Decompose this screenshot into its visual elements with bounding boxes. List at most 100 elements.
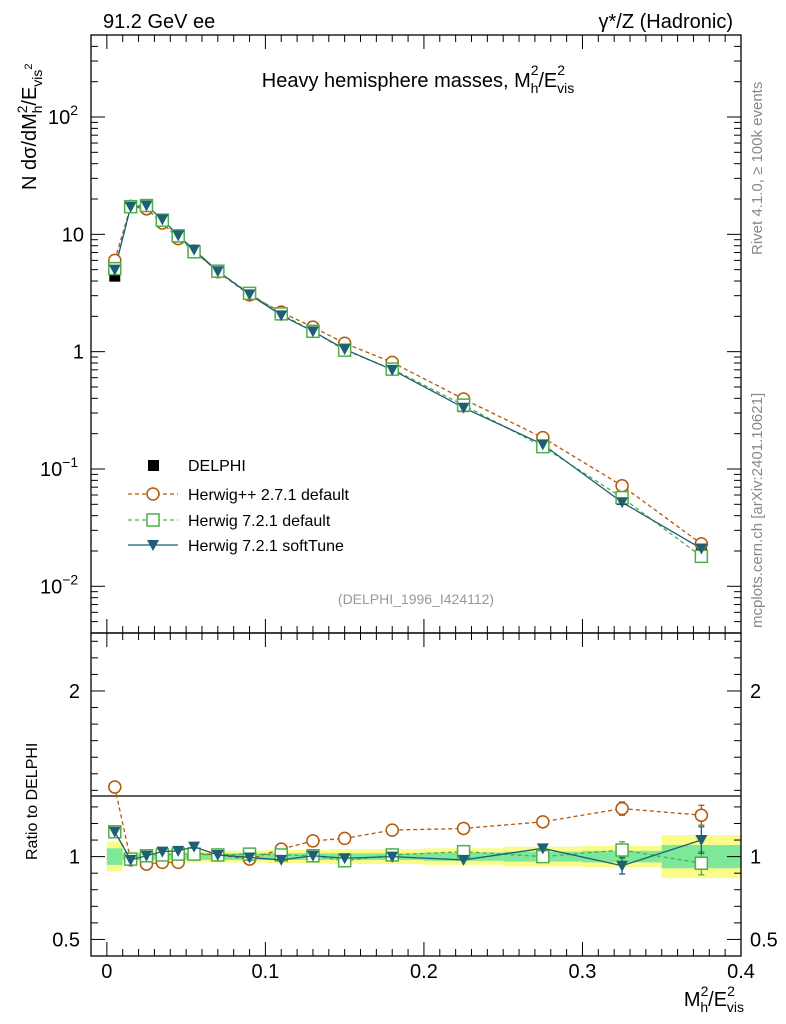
ratio-y-tick-label-right: 2: [750, 681, 761, 703]
xlabel-tail-sup: 2: [727, 983, 735, 999]
data-point-series-3: [108, 264, 121, 276]
xlabel-text: M: [684, 989, 701, 1011]
ratio-line-2: [114, 831, 702, 867]
ratio-point-series-0: [615, 801, 629, 816]
data-point-series-3: [457, 402, 470, 414]
main-y-tick-base: 1: [73, 342, 84, 364]
data-point-series-3: [188, 244, 201, 256]
ratio-x-tick-label: 0.4: [727, 961, 755, 983]
ratio-point-series-2: [188, 841, 201, 853]
energy-label: 91.2 GeV ee: [103, 11, 215, 33]
data-point-series-3: [243, 289, 256, 301]
ratio-line-0: [114, 786, 702, 865]
ylabel-sup: 2: [14, 105, 30, 113]
ratio-point-series-2: [457, 854, 470, 866]
ratio-point-series-0: [536, 815, 550, 829]
ratio-x-tick-label: 0.1: [251, 961, 279, 983]
ylabel-text: N dσ/dM: [19, 113, 41, 190]
main-title: Heavy hemisphere masses, M2 h/E2 vis: [262, 62, 574, 96]
ratio-point-series-2: [108, 826, 121, 838]
main-y-label: N dσ/dM2h/Evis2: [14, 63, 45, 190]
legend-herwigpp-label: Herwig++ 2.7.1 default: [188, 487, 350, 504]
data-point-series-3: [695, 543, 708, 555]
ratio-y-axis: 2 2 1 1 0.5 0.5: [52, 640, 778, 957]
ratio-point-series-2: [275, 854, 288, 866]
ratio-point-series-2: [156, 846, 169, 858]
data-point-series-3: [616, 497, 629, 509]
main-y-tick-exp: 2: [70, 102, 78, 118]
data-point-series-3: [156, 214, 169, 226]
ratio-y-tick-label: 0.5: [52, 929, 80, 951]
ratio-point-series-0: [694, 808, 709, 822]
ratio-x-axis: 0 0.1 0.2 0.3 0.4: [101, 633, 755, 983]
legend: DELPHI Herwig++ 2.7.1 default Herwig 7.2…: [128, 458, 350, 555]
legend-softtune-marker: [147, 540, 159, 551]
ratio-point-series-0: [306, 834, 320, 848]
main-y-tick-base: 10: [48, 107, 70, 129]
title-tail: /E: [538, 70, 557, 92]
ylabel-sub: h: [29, 106, 45, 114]
ratio-point-series-0: [337, 831, 352, 846]
ratio-point-series-0: [108, 780, 122, 794]
ratio-point-series-2: [140, 850, 153, 862]
xlabel-tail: /E: [708, 989, 727, 1011]
title-sup: 2: [531, 62, 539, 78]
ratio-y-tick-label-right: 1: [750, 847, 761, 869]
data-point-series-3: [386, 364, 399, 376]
data-point-series-3: [140, 200, 153, 212]
main-y-tick-exp: −2: [62, 571, 78, 587]
ratio-point-series-1: [615, 843, 629, 857]
main-y-tick-label: 1: [73, 342, 84, 364]
rivet-version-label: Rivet 4.1.0, ≥ 100k events: [749, 82, 766, 255]
ylabel-tail: /E: [19, 87, 41, 106]
title-sub: h: [531, 80, 539, 96]
title-tail-sub: vis: [557, 80, 574, 96]
main-y-tick-base: 10: [40, 459, 62, 481]
ratio-point-series-2: [306, 850, 319, 862]
data-point-series-3: [306, 326, 319, 338]
ratio-point-series-2: [386, 851, 399, 863]
ratio-x-tick-label: 0.2: [410, 961, 438, 983]
data-point-series-3: [536, 439, 549, 451]
xlabel-sup: 2: [701, 983, 709, 999]
main-y-tick-label: 102: [48, 102, 78, 129]
data-point-series-3: [338, 344, 351, 356]
main-y-tick-label: 10−1: [40, 454, 78, 481]
ratio-point-series-2: [172, 845, 185, 857]
xlabel-sub: h: [700, 999, 708, 1015]
process-label: γ*/Z (Hadronic): [599, 11, 733, 33]
main-y-tick-base: 10: [40, 576, 62, 598]
data-point-series-0: [109, 270, 121, 282]
main-x-ticks: [106, 35, 742, 633]
title-tail-sup: 2: [557, 62, 565, 78]
ratio-x-tick-label: 0: [101, 961, 112, 983]
mcplots-credit-label: mcplots.cern.ch [arXiv:2401.10621]: [749, 393, 766, 628]
series-line-2: [114, 204, 702, 557]
ratio-y-tick-label-right: 0.5: [750, 929, 778, 951]
ratio-y-label: Ratio to DELPHI: [24, 743, 41, 860]
ratio-panel: 2 2 1 1 0.5 0.5 0 0.1 0.2 0.3 0.4 Ratio to DELPHI…: [24, 632, 778, 1015]
ratio-point-series-2: [616, 860, 629, 872]
ratio-frame: [90, 632, 742, 957]
data-point-series-3: [211, 266, 224, 278]
ratio-point-series-2: [695, 835, 708, 847]
legend-delphi-label: DELPHI: [188, 458, 246, 475]
ratio-point-series-2: [536, 843, 549, 855]
ratio-point-series-0: [385, 823, 399, 837]
ratio-point-series-2: [243, 852, 256, 864]
ratio-y-tick-label: 1: [69, 847, 80, 869]
ratio-stat-band: [106, 848, 123, 865]
ratio-x-tick-label: 0.3: [569, 961, 597, 983]
ratio-y-tick-label: 2: [69, 681, 80, 703]
xlabel-tail-sub: vis: [727, 999, 744, 1015]
ylabel-tail-sup: 2: [23, 63, 35, 69]
ratio-point-series-1: [694, 856, 709, 870]
data-point-series-1: [615, 478, 629, 493]
title-text: Heavy hemisphere masses, M: [262, 70, 531, 92]
data-point-series-3: [275, 310, 288, 322]
ratio-point-series-2: [211, 849, 224, 861]
series-line-3: [114, 204, 702, 550]
